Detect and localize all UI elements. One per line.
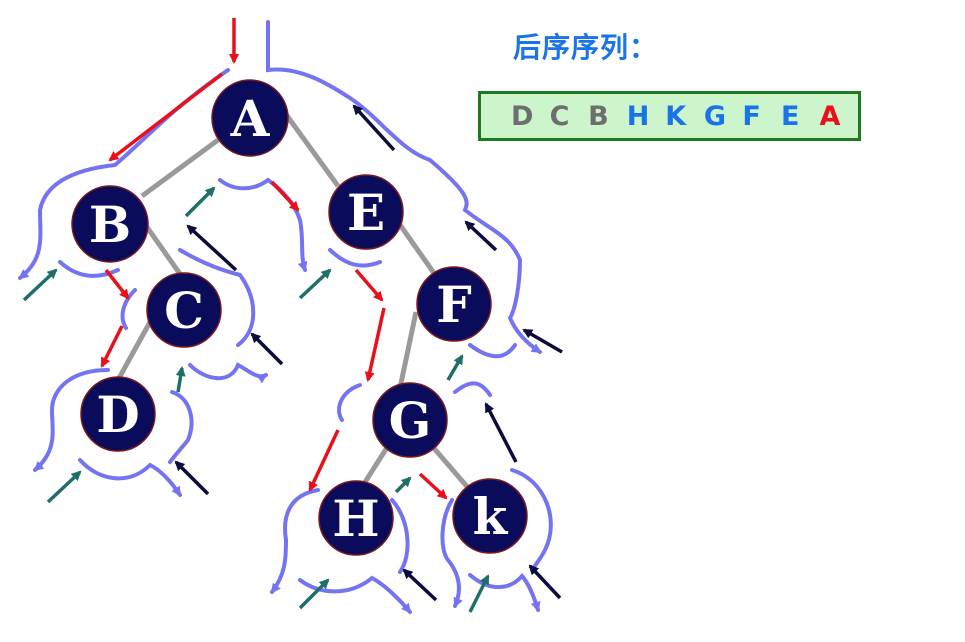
arrow-red-c-d <box>100 325 124 368</box>
contour-h-under <box>298 575 412 614</box>
arrow-red-b-c <box>104 268 130 300</box>
node-g: G <box>372 382 448 458</box>
node-c-label: C <box>164 281 204 340</box>
sequence-letter: E <box>780 100 800 132</box>
arrow-teal-3 <box>46 470 82 504</box>
contour-c-top <box>178 248 256 347</box>
arrow-dark-7 <box>484 402 518 463</box>
edge-a-b <box>140 137 220 199</box>
node-a-label: A <box>230 89 271 148</box>
arrow-dark-6 <box>522 328 563 354</box>
node-c: C <box>146 272 222 348</box>
arrow-teal-8 <box>468 574 490 613</box>
contour-right-spine <box>266 20 542 354</box>
node-h-label: H <box>332 489 379 548</box>
contour-d-under <box>78 458 182 497</box>
arrow-dark-5 <box>174 460 210 496</box>
arrow-red-g-h <box>308 429 340 492</box>
sequence-letter: B <box>588 100 609 132</box>
edge-e-f <box>395 220 439 278</box>
contour-k-right <box>510 468 553 572</box>
arrow-red-f-g <box>364 307 386 382</box>
edge-f-g <box>397 311 419 389</box>
sequence-letter: D <box>511 100 534 132</box>
node-k-label: k <box>473 487 509 546</box>
contour-b-under <box>58 260 120 278</box>
arrow-dark-8 <box>402 568 438 602</box>
contour-c-left <box>120 288 137 330</box>
node-b: B <box>71 185 149 263</box>
node-e: E <box>328 174 404 250</box>
arrow-teal-9 <box>446 354 464 381</box>
teal-arrows <box>22 186 490 613</box>
arrow-dark-4 <box>250 332 284 366</box>
arrow-dark-1 <box>352 104 396 152</box>
node-f-label: F <box>436 275 472 334</box>
contour-c-right <box>188 362 268 384</box>
arrow-teal-5 <box>298 268 332 300</box>
node-a: A <box>211 79 289 157</box>
contour-b-e-valley <box>218 177 308 272</box>
edge-g-k <box>430 444 472 492</box>
node-e-label: E <box>347 183 385 242</box>
sequence-letter: C <box>549 100 570 132</box>
sequence-letter: K <box>665 100 687 132</box>
arrow-teal-6 <box>298 578 330 610</box>
contour-h-right <box>390 498 410 574</box>
arrow-teal-4 <box>175 366 186 393</box>
contour-e-under <box>328 248 382 268</box>
sequence-letter: H <box>626 100 650 132</box>
arrow-teal-1 <box>22 268 58 302</box>
arrow-red-a-b <box>108 72 224 162</box>
descent-arrows <box>100 18 448 500</box>
node-h: H <box>318 480 394 556</box>
arrow-red-b-e <box>270 180 300 212</box>
arrow-red-e-f <box>354 268 384 302</box>
node-g-label: G <box>389 391 432 450</box>
node-d-label: D <box>96 385 139 444</box>
arrow-dark-3 <box>186 224 238 272</box>
arrow-dark-9 <box>528 564 562 600</box>
contour-d <box>33 368 110 472</box>
return-arrows <box>174 104 563 602</box>
node-f: F <box>416 266 492 342</box>
contour-k <box>440 498 463 608</box>
contour-g-left <box>337 383 362 422</box>
edge-a-e <box>282 111 341 188</box>
arrow-teal-7 <box>394 476 412 494</box>
arrow-teal-2 <box>184 186 216 218</box>
arrow-red-h-k <box>418 472 448 500</box>
sequence-letter: G <box>703 100 726 132</box>
node-d: D <box>80 376 156 452</box>
tree-nodes: A B C D E F G <box>71 79 528 556</box>
node-k: k <box>452 478 528 554</box>
node-b-label: B <box>89 195 131 254</box>
contour-h <box>270 488 320 594</box>
sequence-letter: A <box>819 100 841 132</box>
arrow-dark-2 <box>464 220 498 252</box>
sequence-title: 后序序列： <box>513 31 659 64</box>
edge-c-d <box>115 320 153 382</box>
contour-f-under <box>468 343 517 359</box>
contour-g-right <box>453 381 492 397</box>
sequence-letter: F <box>742 100 761 132</box>
contour-d-right <box>168 390 194 464</box>
